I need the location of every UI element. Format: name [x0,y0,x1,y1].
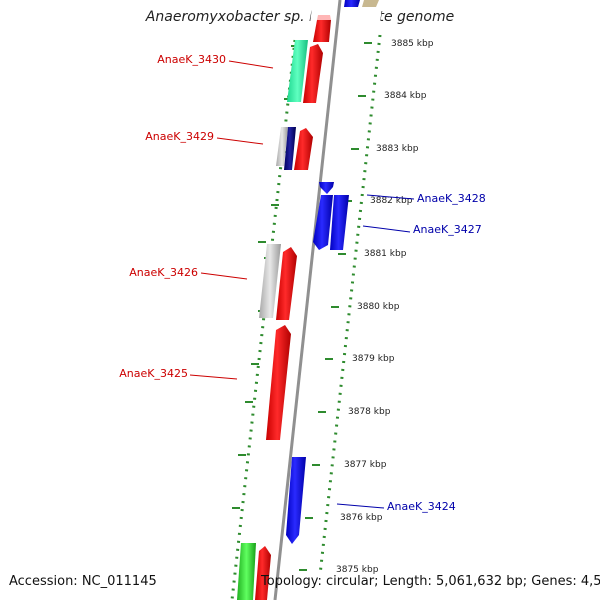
leader-lines [189,60,415,509]
gene-3427-blue-a [313,195,333,250]
dna-backbone [273,0,342,600]
gene-label-anaek-3425: AnaeK_3425 [119,367,188,380]
scale-label-3882: 3882 kbp [370,196,413,206]
scale-labels: 3885 kbp 3884 kbp 3883 kbp 3882 kbp 3881… [336,39,434,575]
gene-label-anaek-3428: AnaeK_3428 [417,192,486,205]
scale-label-3885: 3885 kbp [391,39,434,49]
gene-3425-red [266,325,291,440]
gene-bottom-red [255,546,271,600]
accession-label: Accession: NC_011145 [9,574,157,589]
gene-label-anaek-3430: AnaeK_3430 [157,53,226,66]
gene-3427-blue-b [330,195,349,250]
gene-3426-red [276,247,297,320]
scale-label-3880: 3880 kbp [357,302,400,312]
gene-3430-red [303,44,323,103]
gene-label-anaek-3426: AnaeK_3426 [129,266,198,279]
scale-label-3875: 3875 kbp [336,565,379,575]
gene-label-anaek-3424: AnaeK_3424 [387,500,456,513]
scale-label-3883: 3883 kbp [376,144,419,154]
outer-ring-left [230,39,297,600]
scale-label-3881: 3881 kbp [364,249,407,259]
gene-bottom-green [237,543,256,600]
gene-label-anaek-3427: AnaeK_3427 [413,223,482,236]
gene-top-blue [344,0,360,7]
gene-3428-blue [319,182,334,194]
gene-3426-gray [259,244,281,318]
gene-label-anaek-3429: AnaeK_3429 [145,130,214,143]
gene-3429-navy [284,127,296,170]
gene-top-pink [317,15,331,20]
scale-label-3876: 3876 kbp [340,513,383,523]
scale-label-3879: 3879 kbp [352,354,395,364]
gene-labels: AnaeK_3430 AnaeK_3429 AnaeK_3428 AnaeK_3… [119,53,485,513]
scale-label-3877: 3877 kbp [344,460,387,470]
scale-label-3884: 3884 kbp [384,91,427,101]
gene-top-tan [362,0,379,7]
topology-label: Topology: circular; Length: 5,061,632 bp… [261,574,600,589]
gene-3424-blue [286,457,306,544]
gene-3429-gray [276,127,288,166]
scale-label-3878: 3878 kbp [348,407,391,417]
gene-3429-red [294,128,313,170]
gene-3430-teal [287,40,308,102]
gene-top-red [313,20,331,42]
